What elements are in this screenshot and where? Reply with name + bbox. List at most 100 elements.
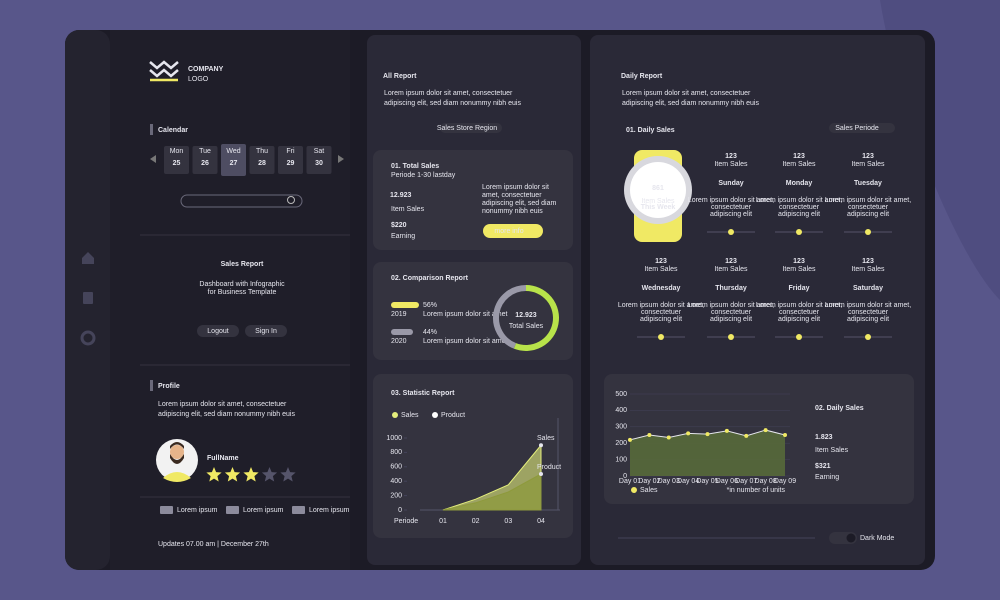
- logout-button[interactable]: [197, 325, 239, 337]
- point: [647, 433, 652, 437]
- day-value: 123: [793, 258, 805, 265]
- panel-title: Daily Report: [621, 73, 663, 80]
- x-tick-label: Day 06: [716, 478, 738, 485]
- day-text: consectetuer: [848, 204, 889, 211]
- filter-dropdown[interactable]: [440, 123, 502, 133]
- donut-value: 12.923: [515, 312, 537, 319]
- day-text: Lorem ipsum dolor sit amet,: [688, 197, 774, 204]
- series-label: Product: [537, 464, 561, 471]
- slider-knob: [865, 229, 871, 235]
- point: [666, 435, 671, 440]
- day-label: Item Sales: [644, 266, 678, 273]
- value-label: Earning: [815, 474, 839, 481]
- x-tick-label: Day 01: [619, 478, 641, 485]
- home-icon: [82, 252, 94, 264]
- subtitle: for Business Template: [208, 289, 277, 296]
- day-date: 27: [230, 160, 238, 167]
- filter-dropdown[interactable]: [829, 123, 895, 133]
- day-date: 28: [258, 160, 266, 167]
- point: [724, 428, 729, 433]
- y-tick-label: 100: [615, 456, 627, 463]
- day-name: Wed: [226, 148, 240, 155]
- day-text: adipiscing elit: [710, 316, 752, 323]
- profile-text: adipiscing elit, sed diam nonummy nibh e…: [158, 411, 295, 418]
- prev-arrow: [150, 155, 156, 163]
- weekly-value: 861: [652, 185, 664, 192]
- day-label: Item Sales: [782, 161, 816, 168]
- day-label: Item Sales: [782, 266, 816, 273]
- day-name: Tuesday: [854, 180, 882, 187]
- x-tick-label: Day 09: [774, 478, 796, 485]
- contact-icon: [160, 506, 173, 514]
- section-marker: [150, 124, 153, 135]
- search-box: [180, 194, 303, 208]
- day-text: consectetuer: [848, 309, 889, 316]
- end-dot: [539, 472, 543, 476]
- legend-marker: [392, 412, 398, 418]
- day-text: consectetuer: [711, 309, 752, 316]
- day-text: Lorem ipsum dolor sit amet,: [688, 302, 774, 309]
- card-text: adipiscing elit, sed diam: [482, 200, 556, 207]
- x-axis-label: Periode: [394, 518, 418, 525]
- day-label: Item Sales: [714, 266, 748, 273]
- panel-title: All Report: [383, 73, 417, 80]
- day-name: Thursday: [715, 285, 747, 292]
- slider-knob: [796, 229, 802, 235]
- panel-text: adipiscing elit, sed diam nonummy nibh e…: [384, 100, 521, 107]
- slider-knob: [865, 334, 871, 340]
- day-text: adipiscing elit: [640, 316, 682, 323]
- dark-mode-label: Dark Mode: [860, 535, 894, 542]
- calendar-day: [278, 146, 303, 174]
- panel-text: Lorem ipsum dolor sit amet, consectetuer: [622, 90, 751, 97]
- value-label: Earning: [391, 233, 415, 240]
- day-label: Item Sales: [714, 161, 748, 168]
- day-text: Lorem ipsum dolor sit amet,: [756, 302, 842, 309]
- legend-label: Sales: [401, 412, 419, 419]
- day-value: 123: [862, 153, 874, 160]
- rating-star: [261, 467, 278, 482]
- calendar-day: [192, 146, 218, 174]
- section-title: Calendar: [158, 127, 188, 134]
- card-title: 02. Daily Sales: [815, 405, 864, 412]
- panel-text: adipiscing elit, sed diam nonummy nibh e…: [622, 100, 759, 107]
- earning: $321: [815, 463, 831, 470]
- day-date: 30: [315, 160, 323, 167]
- y-tick-label: 500: [615, 391, 627, 398]
- doc-icon: [83, 292, 93, 304]
- series-label: Sales: [537, 435, 555, 442]
- point: [686, 431, 691, 436]
- calendar-day: [164, 146, 189, 174]
- day-name: Sat: [314, 148, 325, 155]
- y-tick-label: 1000: [386, 435, 402, 442]
- bar-year: 2020: [391, 338, 407, 345]
- day-text: Lorem ipsum dolor sit amet,: [825, 197, 911, 204]
- x-tick-label: Day 05: [696, 478, 718, 485]
- legend-label: Product: [441, 412, 465, 419]
- bar-label: 56%: [423, 302, 437, 309]
- day-text: Lorem ipsum dolor sit amet,: [825, 302, 911, 309]
- x-tick-label: Day 03: [658, 478, 680, 485]
- day-date: 26: [201, 160, 209, 167]
- day-text: Lorem ipsum dolor sit amet,: [618, 302, 704, 309]
- slider-knob: [796, 334, 802, 340]
- end-dot: [539, 443, 543, 448]
- day-text: Lorem ipsum dolor sit amet,: [756, 197, 842, 204]
- button-label: Sign In: [255, 328, 277, 335]
- day-text: adipiscing elit: [778, 211, 820, 218]
- rating-star: [243, 467, 259, 482]
- logo-tag: LOGO: [188, 76, 209, 83]
- slider-knob: [658, 334, 664, 340]
- day-name: Saturday: [853, 285, 883, 292]
- contact: Lorem ipsum: [177, 507, 218, 514]
- settings-icon: [80, 330, 96, 346]
- profile-text: Lorem ipsum dolor sit amet, consectetuer: [158, 401, 287, 408]
- y-tick-label: 400: [390, 478, 402, 485]
- slider-knob: [728, 334, 734, 340]
- y-tick-label: 0: [398, 507, 402, 514]
- more-info-button[interactable]: [483, 224, 543, 238]
- day-name: Tue: [199, 148, 211, 155]
- signin-button[interactable]: [245, 325, 287, 337]
- section-title: Profile: [158, 383, 180, 390]
- subtitle: Dashboard with Infographic: [199, 281, 285, 288]
- x-tick-label: Day 02: [638, 478, 660, 485]
